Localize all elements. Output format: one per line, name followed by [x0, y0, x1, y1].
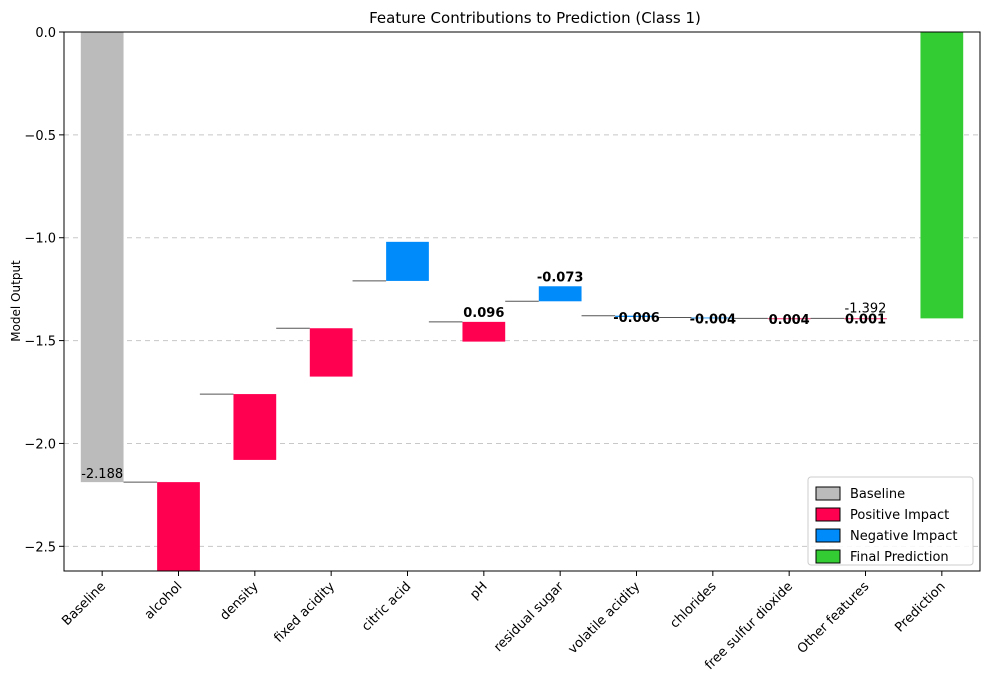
value-labels: -2.188 0.096 -0.073 -0.006 -0.004 0.004 0.001-… — [81, 270, 886, 482]
bar-density — [233, 394, 277, 460]
bar-other-features — [844, 318, 887, 320]
legend-swatch — [815, 528, 841, 543]
annotation-label: -1.392 — [845, 301, 887, 316]
legend-box — [807, 476, 974, 566]
y-axis-label: Model Output — [9, 260, 23, 342]
x-tick-label: alcohol — [142, 579, 185, 622]
bar-ph — [462, 321, 506, 342]
chart-title: Feature Contributions to Prediction (Cla… — [369, 9, 701, 27]
bar-citric-acid — [386, 241, 429, 281]
legend-label: Positive Impact — [850, 508, 949, 523]
y-tick-label: −2.5 — [24, 540, 56, 555]
plot-frame — [63, 31, 981, 572]
value-label: 0.096 — [463, 306, 504, 321]
x-tick-label: pH — [467, 579, 490, 602]
y-tick-label: −0.5 — [24, 129, 56, 144]
x-tick-label: volatile acidity — [566, 579, 644, 657]
value-label: -2.188 — [81, 467, 123, 482]
value-label: -0.006 — [613, 311, 660, 326]
bar-alcohol — [157, 482, 200, 571]
bar-free-sulfur-dioxide — [767, 318, 811, 320]
y-tick-label: −2.0 — [24, 437, 56, 452]
legend-label: Baseline — [850, 487, 905, 502]
legend-label: Final Prediction — [850, 550, 949, 565]
x-tick-label: Prediction — [892, 579, 948, 635]
bar-prediction — [920, 32, 964, 319]
x-axis: Baseline alcohol density fixed acidity citri… — [59, 571, 949, 673]
y-tick-label: −1.0 — [24, 232, 56, 247]
bars-group — [80, 32, 964, 571]
x-tick-label: residual sugar — [491, 579, 567, 655]
x-tick-label: Baseline — [59, 579, 109, 629]
value-label: -0.004 — [690, 312, 737, 327]
bar-baseline — [80, 32, 124, 483]
value-label: -0.073 — [537, 270, 584, 285]
bar-chlorides — [691, 317, 735, 319]
x-tick-label: fixed acidity — [271, 579, 338, 646]
x-tick-label: chlorides — [667, 579, 719, 631]
legend: Baseline Positive Impact Negative Impact Fi… — [807, 476, 974, 566]
x-tick-label: Other features — [795, 579, 873, 657]
legend-swatch — [815, 486, 841, 501]
legend-swatch — [815, 549, 841, 564]
bar-residual-sugar — [538, 286, 582, 302]
value-label: 0.001 — [845, 313, 886, 328]
connector-lines — [123, 280, 845, 483]
x-tick-label: density — [217, 579, 262, 624]
grid-lines — [64, 31, 980, 547]
legend-label: Negative Impact — [850, 529, 957, 544]
legend-swatch — [815, 507, 841, 522]
y-tick-label: −1.5 — [24, 335, 56, 350]
y-tick-label: 0.0 — [35, 26, 56, 41]
bar-volatile-acidity — [615, 315, 658, 317]
bar-fixed-acidity — [309, 328, 353, 377]
value-label: 0.004 — [769, 313, 810, 328]
y-axis: 0.0 −0.5 −1.0 −1.5 −2.0 −2.5 — [24, 26, 64, 555]
x-tick-label: citric acid — [359, 579, 414, 634]
x-tick-label: free sulfur dioxide — [702, 579, 796, 673]
